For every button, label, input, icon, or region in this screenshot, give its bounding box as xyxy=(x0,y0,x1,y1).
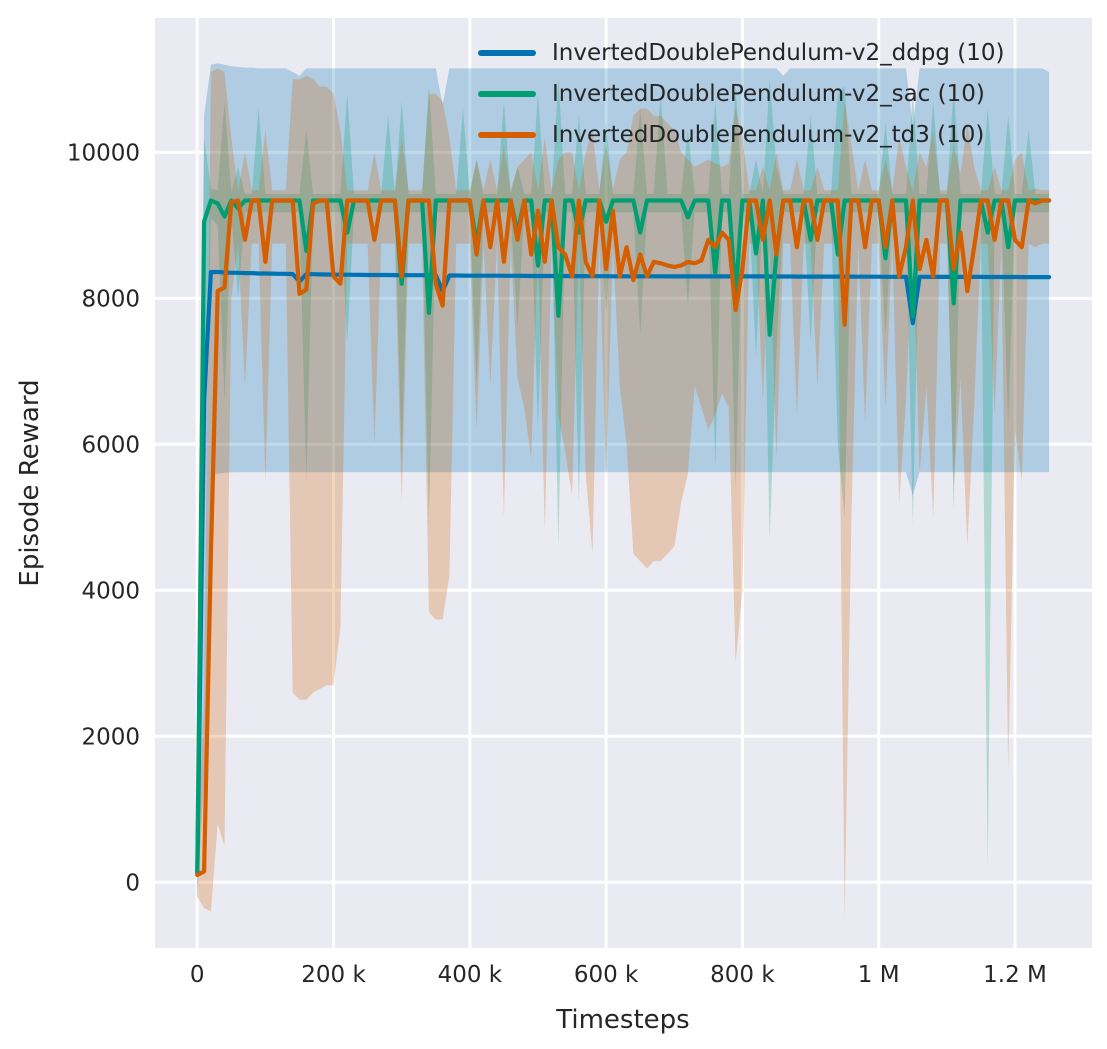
legend-label-sac: InvertedDoublePendulum-v2_sac (10) xyxy=(552,80,985,107)
x-tick-label: 400 k xyxy=(438,962,503,988)
legend-item: InvertedDoublePendulum-v2_td3 (10) xyxy=(478,118,1005,151)
x-tick-label: 1 M xyxy=(858,962,900,988)
sac-band xyxy=(197,79,1050,901)
x-tick-label: 1.2 M xyxy=(983,962,1047,988)
y-tick-label: 0 xyxy=(125,870,140,896)
x-tick-label: 200 k xyxy=(301,962,366,988)
legend-line-swatch-ddpg xyxy=(478,49,536,56)
legend-item: InvertedDoublePendulum-v2_ddpg (10) xyxy=(478,36,1005,69)
y-tick-label: 10000 xyxy=(67,140,140,166)
x-tick-label: 0 xyxy=(190,962,205,988)
legend-line-swatch-td3 xyxy=(478,131,536,138)
y-tick-label: 8000 xyxy=(81,286,140,312)
y-tick-label: 6000 xyxy=(81,432,140,458)
x-tick-label: 800 k xyxy=(710,962,775,988)
y-tick-label: 2000 xyxy=(81,724,140,750)
legend-item: InvertedDoublePendulum-v2_sac (10) xyxy=(478,77,1005,110)
td3-line xyxy=(195,198,1052,878)
y-tick-label: 4000 xyxy=(81,578,140,604)
legend-label-ddpg: InvertedDoublePendulum-v2_ddpg (10) xyxy=(552,39,1005,66)
x-axis-title: Timesteps xyxy=(555,1005,689,1035)
y-axis-title: Episode Reward xyxy=(15,379,45,586)
legend-label-td3: InvertedDoublePendulum-v2_td3 (10) xyxy=(552,121,985,148)
td3-band xyxy=(197,68,1050,919)
plot-area xyxy=(155,18,1092,948)
x-tick-label: 600 k xyxy=(574,962,639,988)
legend-line-swatch-sac xyxy=(478,90,536,97)
sac-line xyxy=(195,198,1052,874)
legend: InvertedDoublePendulum-v2_ddpg (10) Inve… xyxy=(478,36,1005,151)
